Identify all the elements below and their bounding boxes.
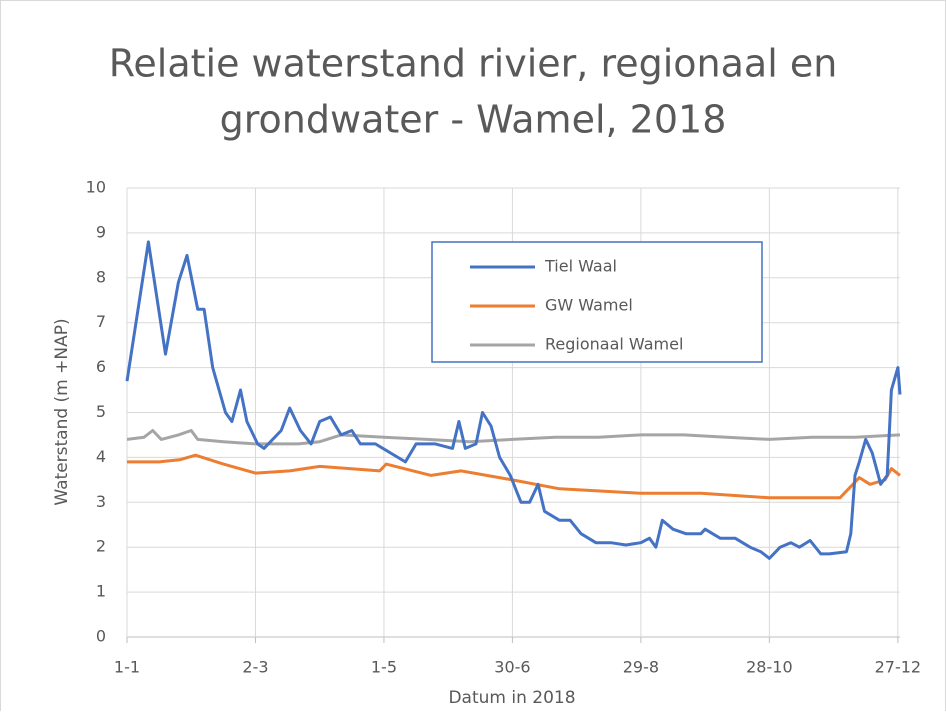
y-tick-label: 4: [96, 447, 106, 466]
x-axis-label: Datum in 2018: [448, 688, 575, 708]
x-tick-label: 28-10: [746, 658, 793, 677]
legend-box: [431, 241, 763, 363]
y-tick-label: 0: [96, 627, 106, 646]
legend-label: Tiel Waal: [544, 257, 617, 276]
data-line: [126, 429, 901, 446]
y-tick-label: 6: [96, 357, 106, 376]
x-tick-label: 1-5: [371, 658, 397, 677]
legend-label: GW Wamel: [545, 296, 633, 315]
chart-title: grondwater - Wamel, 2018: [220, 98, 727, 142]
x-tick-label: 2-3: [242, 658, 268, 677]
y-tick-label: 10: [86, 178, 106, 197]
data-line: [125, 240, 902, 560]
y-tick-label: 3: [96, 492, 106, 511]
y-tick-label: 5: [96, 402, 106, 421]
x-tick-label: 1-1: [114, 658, 140, 677]
y-tick-label: 2: [96, 537, 106, 556]
data-line: [127, 453, 901, 500]
chart-title: Relatie waterstand rivier, regionaal en: [109, 42, 838, 86]
y-tick-label: 8: [96, 267, 106, 286]
x-tick-label: 29-8: [623, 658, 659, 677]
x-tick-label: 30-6: [494, 658, 530, 677]
y-tick-label: 7: [96, 312, 106, 331]
y-axis-label: Waterstand (m +NAP): [52, 318, 72, 505]
y-tick-label: 9: [96, 222, 106, 241]
x-tick-label: 27-12: [875, 658, 922, 677]
legend-label: Regionaal Wamel: [545, 335, 683, 354]
y-tick-label: 1: [96, 582, 106, 601]
